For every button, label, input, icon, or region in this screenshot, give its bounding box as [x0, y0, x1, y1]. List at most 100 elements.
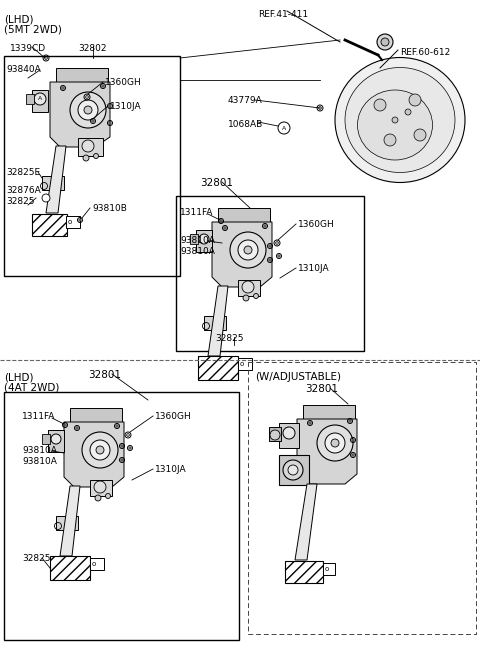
- Bar: [32, 90, 48, 112]
- Text: 93810A: 93810A: [180, 247, 215, 256]
- Bar: [176, 196, 364, 351]
- Text: 1311FA: 1311FA: [180, 208, 214, 217]
- Text: 1068AB: 1068AB: [228, 120, 263, 129]
- Polygon shape: [60, 486, 80, 556]
- Circle shape: [109, 122, 111, 124]
- Bar: [78, 138, 103, 156]
- Circle shape: [121, 445, 123, 447]
- Text: A: A: [38, 96, 42, 102]
- Ellipse shape: [345, 68, 455, 173]
- Circle shape: [331, 439, 339, 447]
- Text: 32825E: 32825E: [6, 168, 40, 177]
- Circle shape: [325, 433, 345, 453]
- Circle shape: [352, 454, 354, 456]
- Circle shape: [45, 56, 48, 59]
- Circle shape: [106, 493, 110, 499]
- Text: 1339CD: 1339CD: [10, 44, 46, 53]
- Bar: [238, 358, 252, 370]
- Polygon shape: [56, 68, 108, 82]
- Bar: [196, 230, 212, 252]
- Bar: [285, 561, 323, 583]
- Text: 32825: 32825: [6, 197, 35, 206]
- Circle shape: [76, 427, 78, 429]
- Text: 93840A: 93840A: [6, 65, 41, 74]
- Circle shape: [129, 447, 131, 449]
- Circle shape: [79, 219, 81, 221]
- Bar: [4, 56, 180, 276]
- Bar: [26, 94, 34, 104]
- Text: o: o: [92, 561, 96, 567]
- Text: o: o: [68, 219, 72, 225]
- Circle shape: [392, 117, 398, 123]
- Circle shape: [42, 194, 50, 202]
- Text: (W/ADJUSTABLE): (W/ADJUSTABLE): [255, 372, 341, 382]
- Text: 1310JA: 1310JA: [298, 264, 330, 273]
- Bar: [48, 430, 64, 452]
- Polygon shape: [218, 208, 270, 222]
- Circle shape: [94, 481, 106, 493]
- Bar: [323, 563, 335, 575]
- Bar: [190, 234, 198, 244]
- Text: 32876A: 32876A: [6, 186, 41, 195]
- Text: 32801: 32801: [200, 178, 233, 188]
- Circle shape: [264, 225, 266, 227]
- Text: 1360GH: 1360GH: [298, 220, 335, 229]
- Circle shape: [62, 87, 64, 89]
- Circle shape: [121, 459, 123, 461]
- Text: 32825: 32825: [22, 554, 50, 563]
- Circle shape: [85, 96, 88, 98]
- Circle shape: [109, 105, 111, 107]
- Polygon shape: [208, 286, 228, 356]
- Text: 1310JA: 1310JA: [110, 102, 142, 111]
- Circle shape: [243, 295, 249, 301]
- Circle shape: [269, 245, 271, 247]
- Circle shape: [92, 120, 94, 122]
- Bar: [50, 556, 90, 580]
- Circle shape: [70, 92, 106, 128]
- Text: 32801: 32801: [305, 384, 338, 394]
- Polygon shape: [303, 405, 355, 419]
- Ellipse shape: [358, 90, 432, 160]
- Circle shape: [95, 495, 101, 501]
- Text: A: A: [282, 125, 286, 131]
- Circle shape: [84, 106, 92, 114]
- Text: 32801: 32801: [88, 370, 121, 380]
- Polygon shape: [212, 222, 272, 287]
- Circle shape: [309, 422, 311, 424]
- Circle shape: [102, 85, 104, 87]
- Circle shape: [384, 134, 396, 146]
- Text: REF.41-411: REF.41-411: [258, 10, 308, 19]
- Bar: [279, 423, 299, 448]
- Text: 32802: 32802: [78, 44, 107, 53]
- Text: 43779A: 43779A: [228, 96, 263, 105]
- Circle shape: [253, 293, 259, 298]
- Bar: [4, 392, 239, 640]
- Text: (LHD): (LHD): [4, 14, 34, 24]
- Circle shape: [90, 440, 110, 460]
- Circle shape: [34, 93, 46, 105]
- Circle shape: [283, 460, 303, 480]
- Circle shape: [276, 241, 278, 244]
- Text: 93810A: 93810A: [180, 236, 215, 245]
- Circle shape: [319, 107, 321, 110]
- Text: 1311FA: 1311FA: [22, 412, 55, 421]
- Circle shape: [405, 109, 411, 115]
- Circle shape: [51, 434, 61, 444]
- Circle shape: [224, 227, 226, 229]
- Text: 93810A: 93810A: [22, 446, 57, 455]
- Text: 93810A: 93810A: [22, 457, 57, 466]
- Circle shape: [199, 234, 209, 244]
- Circle shape: [374, 99, 386, 111]
- Circle shape: [283, 427, 295, 439]
- Circle shape: [78, 100, 98, 120]
- Circle shape: [288, 465, 298, 475]
- Circle shape: [414, 129, 426, 141]
- Polygon shape: [70, 408, 122, 422]
- Bar: [56, 516, 78, 530]
- Bar: [90, 558, 104, 570]
- Bar: [279, 455, 309, 485]
- Bar: [198, 356, 238, 380]
- Text: (5MT 2WD): (5MT 2WD): [4, 24, 62, 34]
- Circle shape: [242, 281, 254, 293]
- Circle shape: [270, 430, 280, 440]
